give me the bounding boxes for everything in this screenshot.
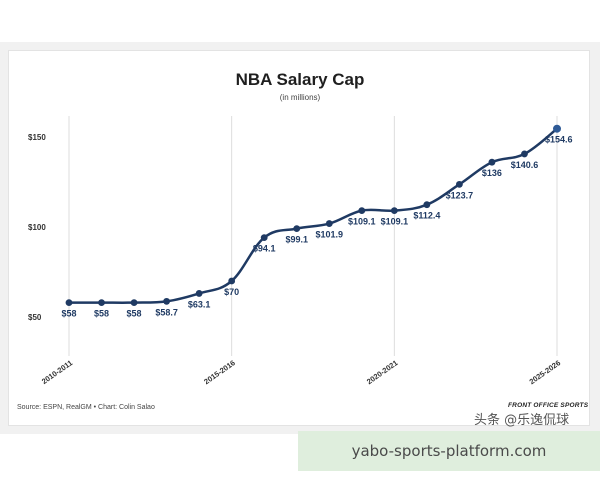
data-label: $70 bbox=[224, 287, 239, 297]
data-point bbox=[456, 180, 463, 188]
data-point bbox=[358, 207, 366, 215]
data-label: $112.4 bbox=[413, 211, 440, 221]
data-point bbox=[228, 277, 236, 285]
data-label: $58 bbox=[61, 309, 76, 319]
data-point bbox=[98, 299, 105, 306]
data-point bbox=[130, 299, 138, 306]
data-label: $154.6 bbox=[545, 135, 573, 145]
footer-url[interactable]: yabo-sports-platform.com bbox=[351, 442, 547, 460]
chart-subtitle: (in millions) bbox=[279, 93, 321, 102]
data-label: $136 bbox=[482, 168, 502, 178]
footer-url-banner: yabo-sports-platform.com bbox=[298, 431, 600, 471]
x-tick-label: 2025-2026 bbox=[528, 358, 563, 386]
data-label: $58.7 bbox=[155, 307, 178, 317]
data-point bbox=[260, 234, 268, 242]
data-point bbox=[423, 201, 431, 209]
x-tick-label: 2020-2021 bbox=[365, 358, 400, 386]
data-label: $140.6 bbox=[511, 160, 539, 170]
y-tick-label: $150 bbox=[28, 133, 46, 142]
data-label: $94.1 bbox=[253, 244, 276, 254]
y-tick-label: $100 bbox=[28, 223, 46, 232]
data-point bbox=[293, 225, 301, 233]
chart-title: NBA Salary Cap bbox=[235, 70, 365, 89]
brand-logo: FRONT OFFICE SPORTS bbox=[508, 402, 589, 409]
data-label: $63.1 bbox=[188, 299, 211, 309]
data-point bbox=[65, 299, 73, 306]
source-note: Source: ESPN, RealGM • Chart: Colin Sala… bbox=[17, 404, 155, 411]
x-tick-label: 2010-2011 bbox=[40, 358, 74, 386]
data-label: $58 bbox=[127, 309, 142, 319]
data-label: $123.7 bbox=[446, 190, 474, 200]
data-point bbox=[163, 297, 171, 305]
data-label: $101.9 bbox=[316, 230, 344, 240]
data-point bbox=[195, 290, 203, 297]
watermark-text: 头条 @乐逸侃球 bbox=[474, 413, 570, 428]
data-point bbox=[390, 207, 398, 215]
data-point bbox=[488, 158, 496, 166]
data-label: $58 bbox=[94, 309, 109, 319]
data-label: $99.1 bbox=[285, 235, 308, 245]
chart-card bbox=[8, 50, 590, 426]
data-point bbox=[553, 124, 561, 133]
y-tick-label: $50 bbox=[28, 313, 42, 322]
data-label: $109.1 bbox=[348, 217, 376, 227]
salary-cap-line bbox=[69, 127, 558, 304]
data-point bbox=[325, 220, 333, 227]
data-label: $109.1 bbox=[381, 217, 409, 227]
x-tick-label: 2015-2016 bbox=[202, 358, 237, 386]
data-point bbox=[521, 150, 528, 158]
